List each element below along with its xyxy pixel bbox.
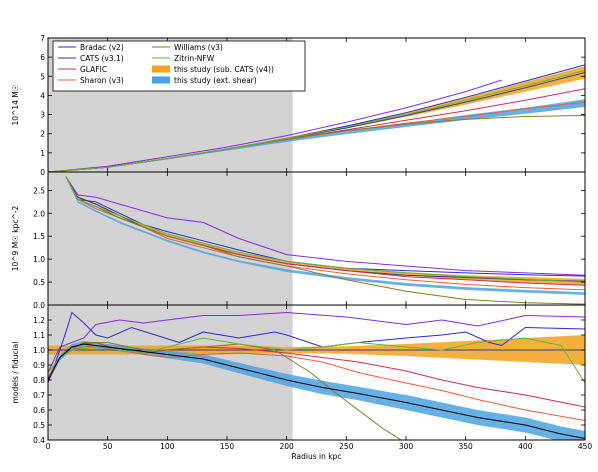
- panel-3: 0.4 0.5 0.6 0.7 0.8 0.9 1.0 1.1 1.2 0 50 100 150 200 2…: [11, 304, 593, 461]
- y-tick-label: 5: [40, 72, 45, 81]
- series-zitrin-nfw: [48, 70, 585, 172]
- x-tick-label: 0: [46, 442, 51, 451]
- y-tick-label: 1.5: [33, 232, 45, 241]
- series-williams-v3-: [48, 342, 403, 440]
- plot-area: [48, 64, 585, 172]
- y-tick-label: 0.8: [33, 376, 45, 385]
- y-tick-label: 3: [40, 111, 45, 120]
- band-this-study-ext-shear-: [48, 99, 585, 172]
- y-tick-label: 2.0: [33, 209, 45, 218]
- y-tick-label: 0.0: [33, 301, 45, 310]
- y-tick-label: 2: [40, 130, 45, 139]
- series-bradac-v2-: [48, 311, 585, 384]
- x-tick-label: 200: [280, 442, 295, 451]
- x-tick-label: 400: [518, 442, 533, 451]
- y-tick-label: 0.4: [33, 436, 45, 445]
- legend: Bradac (v2) CATS (v3.1) GLAFIC Sharon (v3) W…: [52, 40, 306, 92]
- panel-1: 0 1 2 3 4 5 6 7 10^14 M☉ Bradac (v2) CATS (v3.1) GL…: [11, 34, 586, 177]
- legend-box: [52, 40, 306, 92]
- x-tick-label: 300: [399, 442, 414, 451]
- legend-label: Williams (v3): [174, 43, 223, 52]
- x-tick-label: 100: [160, 442, 175, 451]
- y-tick-label: 0.7: [33, 391, 45, 400]
- y-tick-label: 1.2: [33, 316, 45, 325]
- series-this-study-ext-shear-: [48, 343, 585, 439]
- y-tick-label: 7: [40, 34, 45, 43]
- shaded-region: [48, 172, 293, 305]
- y-tick-label: 0.9: [33, 361, 45, 370]
- y-tick-label: 4: [40, 91, 45, 100]
- series-purple: [48, 79, 502, 172]
- y-tick-label: 2.5: [33, 186, 45, 195]
- x-tick-label: 250: [339, 442, 354, 451]
- x-tick-label: 150: [220, 442, 235, 451]
- x-tick-label: 50: [103, 442, 113, 451]
- x-tick-label: 350: [459, 442, 474, 451]
- y-axis-label: 10^9 M☉ kpc^-2: [11, 206, 20, 272]
- band-this-study-ext-shear-: [48, 341, 585, 440]
- legend-label: Sharon (v3): [80, 76, 124, 85]
- y-tick-label: 0: [40, 168, 45, 177]
- legend-swatch: [152, 65, 170, 73]
- series-sharon-v3-: [65, 176, 585, 291]
- y-axis-label: models / fiducial: [11, 342, 20, 404]
- y-tick-label: 6: [40, 53, 45, 62]
- series-zitrin-nfw: [48, 337, 585, 384]
- y-tick-label: 0.5: [33, 278, 45, 287]
- x-tick-label: 450: [578, 442, 593, 451]
- panel-2: 0.0 0.5 1.0 1.5 2.0 2.5 10^9 M☉ kpc^-2: [11, 171, 586, 310]
- y-tick-label: 0.6: [33, 406, 45, 415]
- x-axis-label: Radius in kpc: [292, 452, 342, 461]
- axes-frame: [47, 304, 586, 441]
- legend-label: Zitrin-NFW: [174, 54, 215, 63]
- y-tick-label: 1.1: [33, 331, 45, 340]
- series-zitrin-nfw: [65, 176, 585, 283]
- legend-label: this study (ext. shear): [174, 76, 257, 85]
- y-tick-label: 1.0: [33, 255, 45, 264]
- plot-area: [48, 311, 585, 440]
- y-axis-label: 10^14 M☉: [11, 85, 20, 126]
- series-purple: [48, 311, 585, 373]
- series-purple: [65, 176, 585, 276]
- y-tick-label: 1: [40, 149, 45, 158]
- series-bradac-v2-: [65, 176, 585, 277]
- series-sharon-v3-: [48, 344, 585, 421]
- y-tick-label: 0.5: [33, 421, 45, 430]
- legend-label: Bradac (v2): [80, 43, 124, 52]
- legend-label: GLAFIC: [80, 65, 107, 74]
- y-tick-label: 1.0: [33, 346, 45, 355]
- plot-area: [65, 175, 585, 305]
- legend-label: this study (sub. CATS (v4)): [174, 65, 274, 74]
- legend-swatch: [152, 76, 170, 84]
- legend-label: CATS (v3.1): [80, 54, 124, 63]
